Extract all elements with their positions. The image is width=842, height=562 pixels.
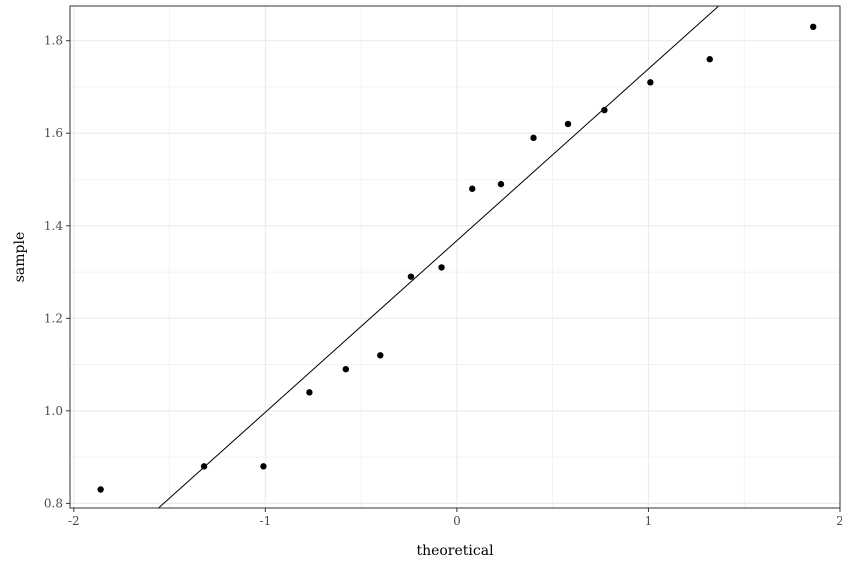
panel-border xyxy=(70,6,840,508)
x-axis-title: theoretical xyxy=(416,543,494,559)
y-tick-label: 1.6 xyxy=(44,126,63,140)
grid xyxy=(70,6,840,508)
x-tick-label: 0 xyxy=(453,514,461,528)
data-point xyxy=(707,56,713,62)
x-tick-label: -2 xyxy=(68,514,80,528)
y-tick-label: 0.8 xyxy=(44,496,63,510)
y-tick-label: 1.8 xyxy=(44,34,63,48)
data-point xyxy=(260,463,266,469)
data-point xyxy=(601,107,607,113)
data-point xyxy=(647,79,653,85)
data-point xyxy=(498,181,504,187)
x-tick-label: 2 xyxy=(836,514,842,528)
data-point xyxy=(201,463,207,469)
data-point xyxy=(565,121,571,127)
y-axis-title: sample xyxy=(12,232,28,283)
reference-line xyxy=(70,0,840,562)
x-tick-label: 1 xyxy=(645,514,653,528)
data-point xyxy=(343,366,349,372)
data-point xyxy=(377,352,383,358)
data-point xyxy=(469,186,475,192)
y-tick-label: 1.0 xyxy=(44,404,63,418)
data-point xyxy=(306,389,312,395)
y-tick-label: 1.2 xyxy=(44,311,63,325)
data-point xyxy=(408,273,414,279)
axis-ticks: -2 -1 0 1 2 0.8 1.0 1.2 1.4 1.6 1.8 xyxy=(44,34,842,528)
x-tick-label: -1 xyxy=(260,514,272,528)
y-tick-label: 1.4 xyxy=(44,219,63,233)
data-point xyxy=(530,135,536,141)
reference-line-layer xyxy=(70,0,840,562)
data-point xyxy=(97,486,103,492)
data-point xyxy=(438,264,444,270)
data-point xyxy=(810,24,816,30)
